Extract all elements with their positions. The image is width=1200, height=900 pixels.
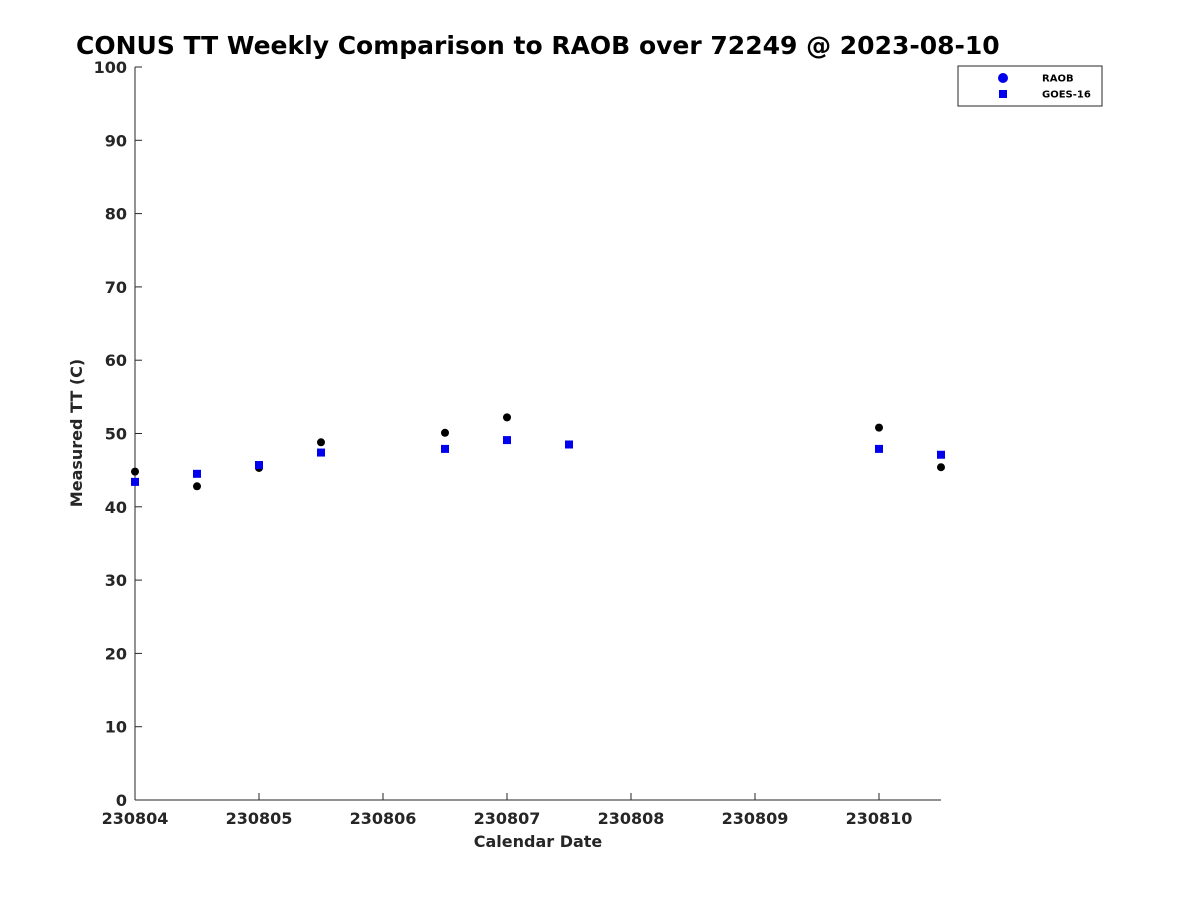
goes16-point	[875, 444, 883, 453]
x-tick-label: 230806	[350, 809, 417, 828]
axes: 0 10 20 30 40 50 60 70 80 90 100 230804 230805 230806…	[94, 58, 941, 828]
y-tick-label: 20	[105, 644, 127, 663]
x-tick-label: 230808	[598, 809, 665, 828]
raob-point	[193, 482, 201, 491]
data-points	[131, 413, 945, 491]
y-tick-label: 60	[105, 351, 127, 370]
legend-goes16-marker	[999, 90, 1007, 98]
x-tick-label: 230807	[474, 809, 541, 828]
raob-point	[937, 463, 945, 472]
goes16-point	[937, 450, 945, 459]
y-tick-label: 0	[116, 791, 127, 810]
x-axis-label: Calendar Date	[474, 832, 603, 851]
legend-raob-marker	[998, 73, 1008, 83]
raob-point	[875, 423, 883, 432]
x-tick-label: 230810	[846, 809, 913, 828]
legend-entry-label: GOES-16	[1042, 90, 1091, 101]
raob-point	[317, 438, 325, 447]
goes16-point	[441, 444, 449, 453]
y-axis-label: Measured TT (C)	[67, 359, 86, 507]
legend-box	[957, 65, 1103, 107]
goes16-point	[255, 461, 263, 470]
y-tick-label: 10	[105, 718, 127, 737]
raob-point	[503, 413, 511, 422]
goes16-point	[503, 436, 511, 445]
goes16-point	[131, 477, 139, 486]
goes16-point	[193, 469, 201, 478]
goes16-point	[317, 448, 325, 457]
raob-point	[131, 467, 139, 476]
y-tick-label: 80	[105, 205, 127, 224]
chart-title: CONUS TT Weekly Comparison to RAOB over …	[76, 31, 1000, 60]
raob-point	[441, 428, 449, 437]
y-tick-label: 70	[105, 278, 127, 297]
y-tick-label: 40	[105, 498, 127, 517]
x-tick-label: 230809	[722, 809, 789, 828]
y-tick-label: 100	[94, 58, 127, 77]
legend-entry-label: RAOB	[1042, 74, 1074, 85]
y-tick-label: 90	[105, 131, 127, 150]
y-tick-label: 50	[105, 425, 127, 444]
goes16-point	[565, 440, 573, 449]
legend: RAOB GOES-16	[957, 65, 1103, 107]
x-tick-label: 230804	[102, 809, 169, 828]
x-tick-label: 230805	[226, 809, 293, 828]
y-tick-label: 30	[105, 571, 127, 590]
